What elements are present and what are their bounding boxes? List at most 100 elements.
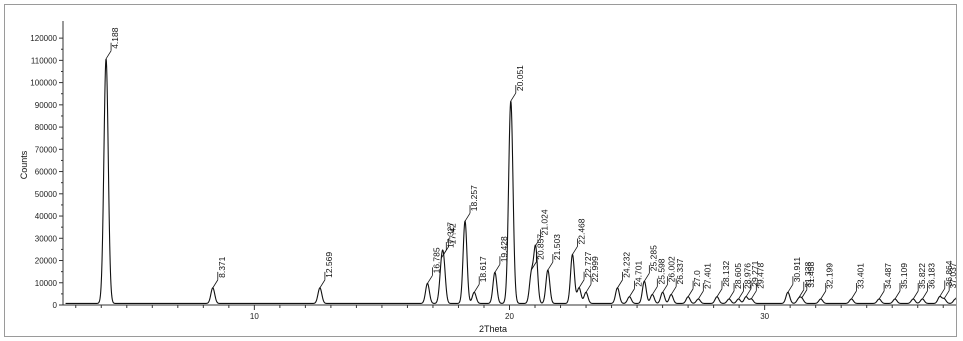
peak-leader bbox=[212, 279, 219, 289]
peak-leader bbox=[105, 50, 112, 60]
peak-label: 28.132 bbox=[721, 261, 731, 287]
peak-annotation: 19.428 bbox=[494, 236, 509, 273]
peak-label: 17.327 bbox=[445, 222, 455, 248]
peak-annotation: 28.605 bbox=[728, 263, 743, 300]
peak-leader bbox=[629, 288, 635, 297]
peak-label: 28.976 bbox=[743, 263, 753, 289]
peak-label: 37.037 bbox=[948, 262, 956, 288]
peak-annotation: 16.785 bbox=[427, 247, 442, 284]
peak-leader bbox=[644, 272, 650, 282]
peak-leader bbox=[922, 290, 928, 300]
peak-annotation: 26.002 bbox=[662, 256, 677, 293]
peak-label: 26.337 bbox=[675, 258, 685, 284]
peak-label: 27.401 bbox=[702, 263, 712, 289]
y-tick-label: 70000 bbox=[35, 145, 58, 154]
peak-label: 35.822 bbox=[917, 263, 927, 289]
peak-leader bbox=[319, 279, 326, 289]
x-tick-label: 20 bbox=[505, 312, 514, 321]
peak-leader bbox=[535, 237, 541, 246]
peak-annotation: 24.232 bbox=[617, 252, 632, 289]
peak-annotation: 25.285 bbox=[644, 245, 658, 282]
x-axis-title: 2Theta bbox=[479, 324, 507, 334]
peak-annotation: 20.051 bbox=[510, 65, 525, 102]
peak-annotation: 18.257 bbox=[464, 185, 479, 222]
peak-leader bbox=[820, 290, 827, 300]
peak-leader bbox=[943, 290, 950, 299]
peak-annotation: 17.42 bbox=[443, 223, 458, 255]
peak-leader bbox=[894, 290, 901, 300]
peak-label: 24.232 bbox=[622, 252, 632, 278]
peak-leader bbox=[651, 286, 658, 295]
y-tick-label: 80000 bbox=[35, 123, 58, 132]
peak-label: 17.42 bbox=[448, 223, 458, 245]
peak-leader bbox=[939, 288, 946, 297]
peak-leader bbox=[494, 264, 501, 273]
y-tick-label: 50000 bbox=[35, 190, 58, 199]
peak-annotation: 27.0 bbox=[687, 270, 702, 297]
y-tick-label: 100000 bbox=[30, 79, 57, 88]
peak-annotation: 22.468 bbox=[572, 218, 587, 255]
peak-label: 33.401 bbox=[855, 263, 865, 289]
peak-annotation: 22.727 bbox=[578, 251, 593, 288]
peak-label: 31.458 bbox=[806, 262, 816, 288]
peak-annotation: 35.109 bbox=[894, 263, 909, 300]
peak-label: 36.183 bbox=[926, 263, 936, 289]
peak-label: 32.199 bbox=[825, 263, 835, 289]
peak-annotation: 29.271 bbox=[745, 260, 760, 297]
peak-leader bbox=[738, 290, 744, 300]
peak-annotation: 33.401 bbox=[851, 263, 865, 300]
peak-leader bbox=[750, 290, 757, 300]
peak-label: 16.785 bbox=[432, 247, 442, 273]
peak-label: 29.271 bbox=[750, 260, 760, 286]
peak-label: 22.999 bbox=[590, 256, 600, 282]
peak-label: 20.051 bbox=[515, 65, 525, 91]
peak-annotation: 30.911 bbox=[787, 257, 802, 293]
peak-leader bbox=[464, 212, 471, 222]
peak-label: 18.257 bbox=[469, 185, 479, 211]
peak-annotation: 31.338 bbox=[798, 262, 813, 298]
peak-leader bbox=[547, 261, 554, 271]
peak-leader bbox=[427, 275, 433, 284]
peak-label: 27.0 bbox=[692, 270, 702, 287]
y-tick-label: 60000 bbox=[35, 168, 58, 177]
peak-leader bbox=[662, 284, 668, 293]
peak-leader bbox=[687, 288, 694, 297]
peak-annotation: 22.999 bbox=[585, 256, 600, 293]
peak-annotation: 31.458 bbox=[801, 262, 816, 298]
peak-label: 25.598 bbox=[656, 258, 666, 284]
peak-leader bbox=[670, 286, 677, 295]
peak-label: 28.605 bbox=[733, 263, 743, 289]
peak-leader bbox=[955, 297, 956, 300]
peak-leader bbox=[801, 289, 808, 298]
y-tick-label: 20000 bbox=[35, 257, 58, 266]
peak-annotation: 4.188 bbox=[105, 27, 120, 60]
peak-annotation: 21.503 bbox=[547, 234, 562, 271]
peak-label: 34.487 bbox=[883, 263, 893, 289]
peak-annotation: 35.822 bbox=[912, 263, 927, 300]
diffraction-trace bbox=[65, 58, 956, 304]
peak-label: 4.188 bbox=[110, 27, 120, 49]
peak-annotation: 28.132 bbox=[716, 261, 731, 297]
peak-label: 25.285 bbox=[648, 245, 658, 271]
peak-leader bbox=[716, 288, 723, 297]
x-tick-label: 10 bbox=[250, 312, 259, 321]
peak-leader bbox=[443, 246, 450, 255]
y-tick-label: 90000 bbox=[35, 101, 58, 110]
peak-label: 22.727 bbox=[583, 251, 593, 277]
peak-label: 26.002 bbox=[667, 256, 677, 282]
peak-label: 19.428 bbox=[499, 236, 509, 262]
peak-annotation: 25.598 bbox=[651, 258, 666, 295]
y-tick-label: 0 bbox=[53, 301, 58, 310]
peak-label: 35.109 bbox=[899, 263, 909, 289]
peak-annotation: 26.337 bbox=[670, 258, 685, 295]
peak-annotation: 28.976 bbox=[738, 263, 753, 300]
peak-leader bbox=[787, 284, 794, 293]
y-tick-label: 30000 bbox=[35, 234, 58, 243]
peak-leader bbox=[510, 92, 517, 102]
peak-label: 36.864 bbox=[944, 260, 954, 286]
peak-leader bbox=[572, 246, 578, 255]
peak-annotation: 27.401 bbox=[697, 263, 712, 300]
peak-leader bbox=[912, 290, 919, 300]
xrd-chart: 0 10000 20000 30000 40000 50000 60000 70000 8000… bbox=[19, 21, 956, 334]
peak-label: 22.468 bbox=[577, 218, 587, 244]
